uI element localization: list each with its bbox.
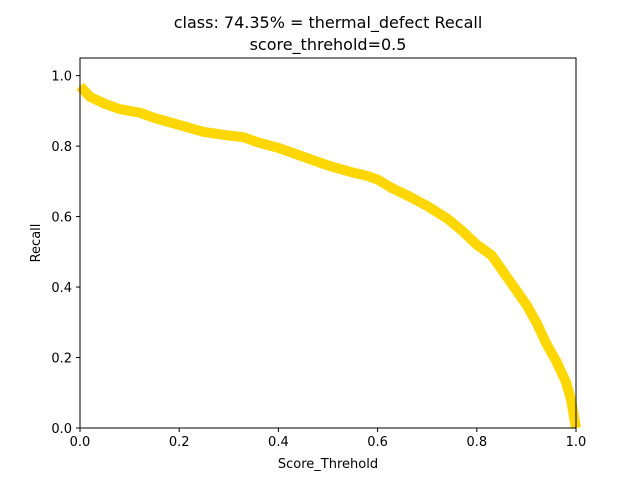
chart-title-line1: class: 74.35% = thermal_defect Recall: [174, 13, 483, 33]
series-line-0: [76, 82, 581, 429]
x-tick-label: 0.0: [70, 435, 91, 450]
chart-title-line2: score_threhold=0.5: [250, 35, 407, 55]
y-tick-label: 1.0: [51, 70, 72, 85]
x-tick-label: 0.4: [268, 435, 289, 450]
axes-frame: [79, 57, 577, 429]
x-axis-label: Score_Threhold: [278, 457, 378, 472]
x-tick-label: 0.8: [466, 435, 487, 450]
y-tick-label: 0.0: [51, 422, 72, 437]
y-tick-label: 0.4: [51, 281, 72, 296]
y-axis-label: Recall: [29, 224, 44, 263]
x-tick-label: 1.0: [566, 435, 587, 450]
y-tick-label: 0.2: [51, 352, 72, 367]
y-tick-label: 0.8: [51, 140, 72, 155]
y-tick-label: 0.6: [51, 211, 72, 226]
plot-area: 0.0 0.2 0.4 0.6 0.8 1.0 0.0 0.2 0.4 0.6 0.8 1.0: [51, 57, 587, 450]
x-tick-label: 0.6: [367, 435, 388, 450]
x-tick-label: 0.2: [169, 435, 190, 450]
